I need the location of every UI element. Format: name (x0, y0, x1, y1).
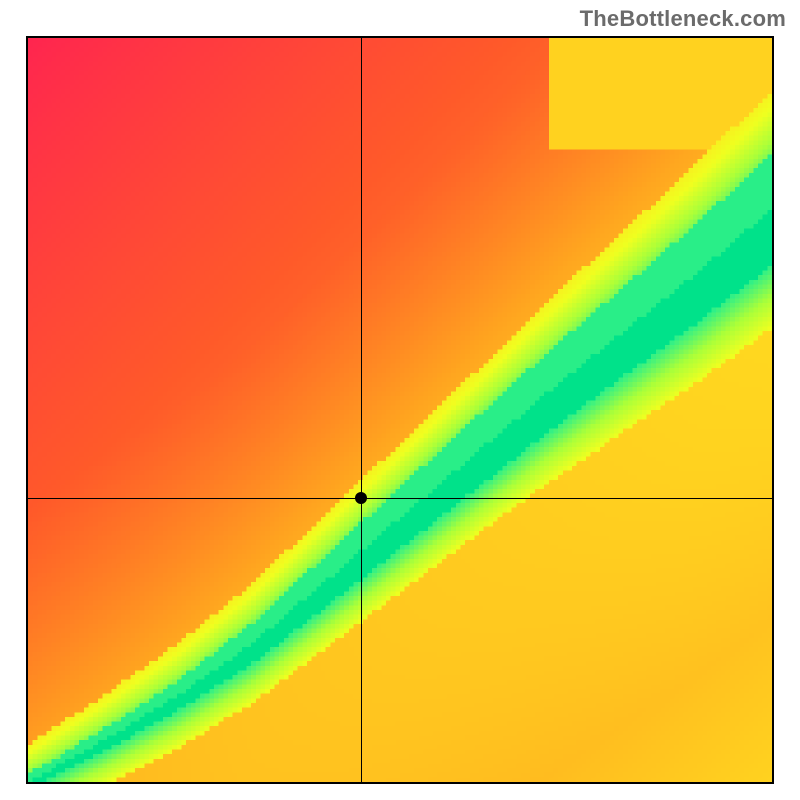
crosshair-horizontal (28, 498, 772, 499)
heatmap-canvas (28, 38, 772, 782)
bottleneck-heatmap (26, 36, 774, 784)
crosshair-marker (355, 492, 367, 504)
watermark-text: TheBottleneck.com (580, 6, 786, 32)
crosshair-vertical (361, 38, 362, 782)
